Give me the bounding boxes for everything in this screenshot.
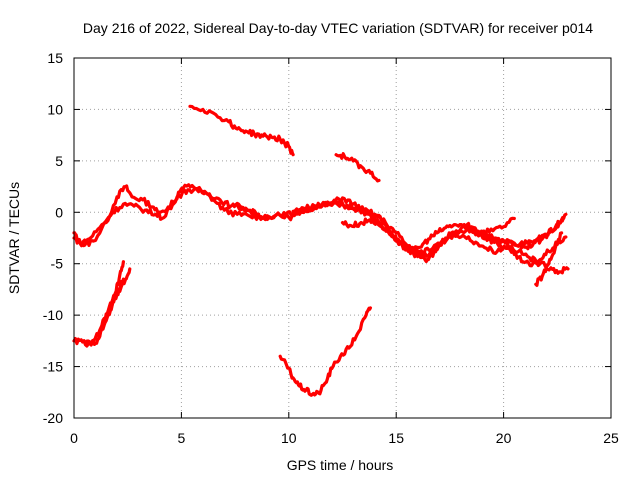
- axis-ticks: [73, 57, 612, 419]
- series-line-s3: [291, 198, 570, 275]
- plot-frame: [73, 57, 612, 419]
- series-line-s13: [231, 201, 261, 217]
- x-tick-label: 10: [281, 430, 297, 446]
- y-tick-label: 5: [55, 153, 63, 169]
- series-line-s9: [93, 260, 125, 340]
- x-tick-label: 15: [388, 430, 404, 446]
- series-line-s5: [480, 212, 568, 251]
- y-tick-label: 0: [55, 204, 63, 220]
- series-line-s11: [334, 152, 381, 183]
- x-tick-label: 25: [603, 430, 619, 446]
- x-tick-label: 0: [70, 430, 78, 446]
- series-line-s4: [340, 217, 568, 268]
- series-line-s10: [188, 104, 295, 157]
- y-tick-label: 10: [47, 101, 63, 117]
- series-line-s12: [278, 306, 372, 397]
- y-tick-label: -10: [43, 307, 63, 323]
- x-tick-label: 5: [178, 430, 186, 446]
- tick-labels: 0 5 10 15 20 25 15 10 5 0 -5 -10 -15 -20: [43, 50, 619, 446]
- grid: [74, 58, 611, 418]
- x-tick-label: 20: [496, 430, 512, 446]
- x-axis-title: GPS time / hours: [287, 457, 394, 473]
- series-group: [72, 104, 570, 397]
- series-line-s8: [81, 267, 132, 348]
- y-tick-label: -15: [43, 359, 63, 375]
- y-tick-label: -20: [43, 410, 63, 426]
- y-tick-label: -5: [51, 256, 64, 272]
- y-tick-label: 15: [47, 50, 63, 66]
- y-axis-title: SDTVAR / TECUs: [6, 182, 22, 294]
- series-line-s6: [534, 231, 564, 287]
- chart-title: Day 216 of 2022, Sidereal Day-to-day VTE…: [83, 20, 593, 36]
